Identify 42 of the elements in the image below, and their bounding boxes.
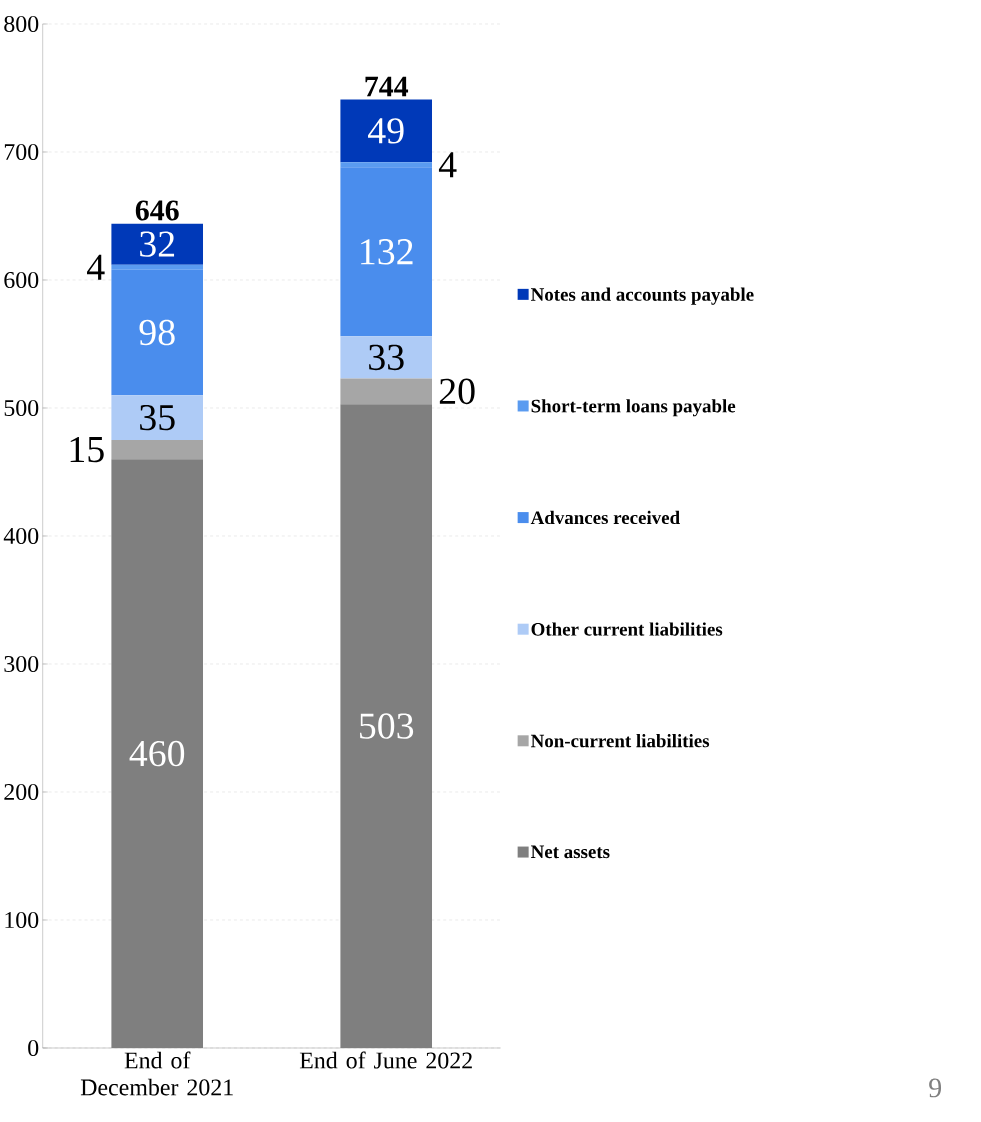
data-label: 32 (140, 231, 174, 257)
legend-label: Advances received (530, 510, 680, 525)
x-tick-label: End of June 2022 (299, 1051, 472, 1069)
bar (340, 99, 432, 163)
data-label: 98 (139, 319, 175, 346)
y-tick-label: 500 (4, 399, 39, 417)
x-tick-label: End of December 2021 (80, 1051, 233, 1096)
bar (340, 162, 432, 168)
bar (111, 264, 203, 270)
data-label: 460 (129, 740, 185, 767)
legend-label: Other current liabilities (531, 622, 723, 636)
legend-label: Non-current liabilities (530, 734, 710, 748)
y-tick-label: 700 (4, 143, 39, 161)
data-label: 20 (439, 378, 475, 405)
y-tick-label: 600 (4, 271, 39, 289)
y-tick-label: 100 (5, 911, 39, 929)
y-tick-label: 300 (4, 655, 39, 673)
y-tick-label: 800 (4, 15, 39, 33)
bar (111, 223, 203, 265)
y-tick-label: 400 (3, 527, 39, 545)
bar (340, 167, 432, 337)
data-label: 503 (359, 713, 414, 739)
bar (340, 336, 432, 379)
legend-label: Notes and accounts payable (530, 287, 754, 305)
total-label: 646 (135, 200, 179, 221)
y-tick-label: 0 (28, 1039, 39, 1057)
text: 9 (929, 1078, 941, 1098)
legend-label: Short-term loans payable (531, 399, 736, 417)
data-label: 35 (140, 404, 175, 431)
data-label: 49 (367, 118, 404, 144)
bar (111, 395, 203, 440)
y-tick-label: 200 (4, 783, 39, 801)
bar (340, 378, 432, 405)
bar (111, 269, 203, 396)
bar (111, 439, 203, 460)
data-label: 132 (361, 239, 413, 265)
data-label: 4 (86, 254, 105, 280)
total-label: 744 (365, 76, 408, 97)
data-label: 33 (369, 344, 404, 371)
data-label: 15 (70, 436, 104, 463)
data-label: 4 (438, 152, 457, 178)
legend-label: Net assets (530, 845, 610, 859)
